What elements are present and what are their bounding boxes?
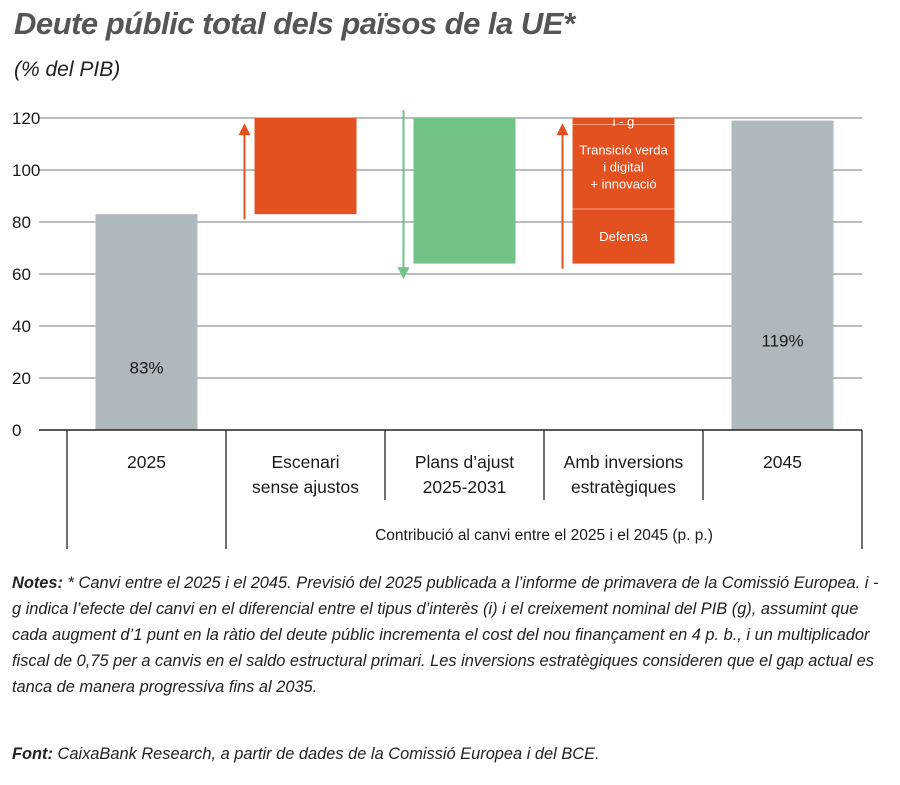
- x-category-label: 2025-2031: [423, 477, 507, 497]
- notes-text: * Canvi entre el 2025 i el 2045. Previsi…: [12, 574, 879, 696]
- segment-label: i - g: [613, 114, 635, 129]
- source-label: Font:: [12, 745, 53, 763]
- chart-title: Deute públic total dels països de la UE*: [14, 6, 575, 41]
- segment-label: + innovació: [590, 176, 656, 191]
- bar: [254, 118, 357, 215]
- x-category-label: sense ajustos: [252, 477, 359, 497]
- y-tick-label: 80: [12, 213, 31, 232]
- bar: [95, 214, 198, 430]
- segment-label: Defensa: [599, 229, 648, 244]
- x-category-label: Amb inversions: [564, 452, 684, 472]
- y-tick-label: 100: [12, 161, 40, 180]
- bar-value-label: 119%: [761, 331, 803, 350]
- source-text: CaixaBank Research, a partir de dades de…: [52, 745, 600, 763]
- change-arrow-head: [238, 123, 251, 136]
- x-category-label: 2045: [763, 452, 802, 472]
- group-label: Contribució al canvi entre el 2025 i el …: [375, 527, 713, 544]
- y-tick-label: 20: [12, 369, 31, 388]
- chart-subtitle: (% del PIB): [14, 58, 121, 81]
- x-category-label: 2025: [127, 452, 166, 472]
- source: Font: CaixaBank Research, a partir de da…: [12, 745, 600, 764]
- y-tick-label: 0: [12, 421, 21, 440]
- x-category-label: Plans d’ajust: [415, 452, 514, 472]
- x-category-label: Escenari: [271, 452, 339, 472]
- y-tick-label: 60: [12, 265, 31, 284]
- change-arrow-head: [556, 123, 569, 136]
- waterfall-chart: 0 20 40 60 80 100 120 83% Defensa Transició verda…: [12, 109, 863, 549]
- bar: [731, 120, 834, 430]
- y-tick-label: 40: [12, 317, 31, 336]
- bar: [572, 118, 675, 264]
- bar-value-label: 83%: [129, 358, 163, 377]
- y-tick-label: 120: [12, 109, 40, 128]
- notes: Notes: * Canvi entre el 2025 i el 2045. …: [12, 570, 888, 700]
- notes-label: Notes:: [12, 574, 63, 592]
- segment-label: i digital: [603, 159, 644, 174]
- x-category-label: estratègiques: [571, 477, 676, 497]
- segment-label: Transició verda: [579, 142, 668, 157]
- bar: [413, 118, 516, 264]
- change-arrow-head: [397, 267, 410, 280]
